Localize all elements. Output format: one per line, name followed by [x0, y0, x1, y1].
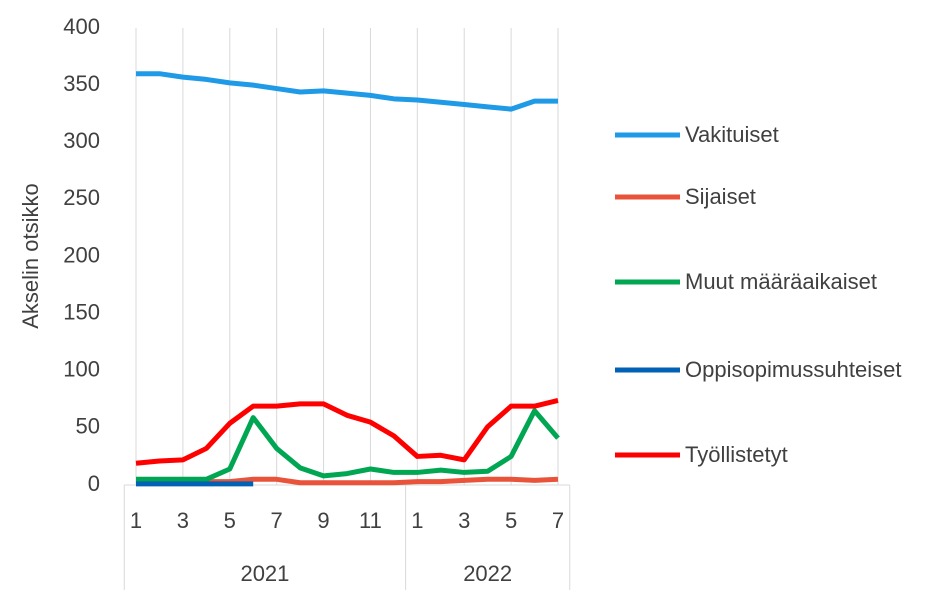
y-tick-label: 250	[63, 185, 100, 210]
x-tick-label: 3	[458, 508, 470, 533]
x-tick-label: 11	[359, 508, 382, 533]
series-line	[136, 71, 558, 112]
legend-label: Muut määräaikaiset	[685, 269, 877, 294]
x-tick-label: 7	[552, 508, 564, 533]
y-tick-label: 300	[63, 128, 100, 153]
x-tick-label: 1	[130, 508, 142, 533]
legend-label: Oppisopimussuhteiset	[685, 357, 902, 382]
x-tick-label: 9	[317, 508, 329, 533]
y-tick-label: 400	[63, 14, 100, 39]
y-tick-label: 50	[76, 414, 100, 439]
y-tick-label: 0	[88, 471, 100, 496]
y-tick-label: 200	[63, 242, 100, 267]
y-tick-label: 100	[63, 357, 100, 382]
x-tick-label: 7	[271, 508, 283, 533]
y-axis-title: Akselin otsikko	[18, 183, 43, 329]
group-label: 2022	[463, 561, 512, 586]
x-tick-label: 1	[411, 508, 423, 533]
x-tick-label: 5	[224, 508, 236, 533]
group-label: 2021	[240, 561, 289, 586]
series-line	[136, 408, 560, 482]
series-line	[135, 398, 559, 466]
x-tick-label: 3	[177, 508, 189, 533]
legend-label: Sijaiset	[685, 184, 756, 209]
legend-label: Työllistetyt	[685, 442, 788, 467]
y-tick-label: 150	[63, 299, 100, 324]
legend-label: Vakituiset	[685, 122, 779, 147]
y-tick-label: 350	[63, 71, 100, 96]
x-tick-label: 5	[505, 508, 517, 533]
